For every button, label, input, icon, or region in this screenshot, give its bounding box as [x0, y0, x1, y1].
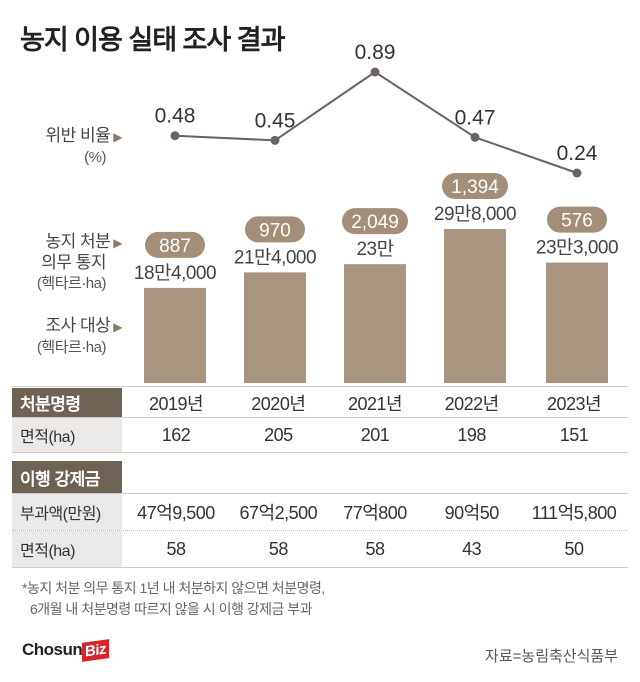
footnote-line: *농지 처분 의무 통지 1년 내 처분하지 않으면 처분명령,	[22, 580, 325, 596]
violation-point	[270, 135, 280, 145]
divider	[12, 386, 628, 387]
year-cell: 2023년	[546, 393, 602, 414]
table-cell: 58	[166, 538, 186, 559]
notice-pill-label: 576	[561, 211, 593, 232]
notice-pill	[245, 216, 305, 243]
chart: 18만4,000 887 21만4,000 970 23만 2,049 29만8,000 1,…	[134, 41, 619, 383]
table-row: 면적(ha) 58 58 58 43 50	[12, 531, 628, 567]
violation-point	[170, 131, 180, 141]
notice-pill	[145, 231, 205, 258]
violation-point	[572, 168, 582, 178]
table-cell: 58	[365, 538, 385, 559]
chosunbiz-logo: Chosun Biz	[22, 639, 110, 662]
violation-line	[174, 70, 578, 174]
divider	[12, 493, 628, 494]
violation-point	[470, 132, 480, 142]
survey-label: 조사 대상 ▶ (헥타르·ha)	[36, 316, 123, 358]
bar-label: 23만3,000	[536, 237, 618, 259]
bar-label: 18만4,000	[134, 262, 216, 284]
logo-text: Chosun	[22, 640, 83, 659]
notice-pill-label: 887	[159, 236, 191, 257]
table-cell: 90억50	[444, 503, 500, 523]
triangle-right-icon: ▶	[113, 320, 122, 334]
row-label: 부과액(만원)	[12, 494, 122, 530]
violation-label: 0.24	[557, 142, 598, 165]
violation-label-text: 위반 비율	[45, 126, 111, 145]
notice-label-text: 농지 처분	[45, 232, 111, 251]
notice-label: 농지 처분 ▶ 의무 통지 (헥타르·ha)	[36, 232, 123, 294]
triangle-right-icon: ▶	[113, 236, 122, 250]
section-header-order: 처분명령	[12, 388, 122, 417]
logo-text-biz: Biz	[82, 639, 110, 662]
table-cell: 43	[462, 538, 482, 559]
table-cell: 201	[360, 424, 390, 445]
notice-label-text-2: 의무 통지	[41, 253, 106, 272]
violation-unit: (%)	[84, 149, 106, 166]
divider	[12, 417, 628, 418]
footnote-line: 6개월 내 처분명령 따르지 않을 시 이행 강제금 부과	[30, 601, 313, 617]
table-cell: 205	[264, 424, 293, 445]
notice-pill	[342, 208, 408, 235]
table-cell: 50	[564, 538, 585, 559]
bar	[546, 262, 608, 383]
source: 자료=농림축산식품부	[485, 648, 618, 665]
bar-label: 29만8,000	[434, 203, 516, 225]
table-cell: 47억9,500	[137, 503, 215, 523]
divider	[12, 567, 628, 568]
divider	[12, 530, 628, 531]
table-row: 면적(ha) 162 205 201 198 151	[12, 418, 628, 452]
violation-label: 0.48	[155, 105, 196, 128]
triangle-right-icon: ▶	[113, 130, 122, 144]
notice-pill	[547, 206, 607, 233]
table-cell: 162	[161, 424, 191, 445]
notice-pill-label: 970	[259, 220, 291, 241]
year-cell: 2022년	[444, 393, 500, 414]
year-cell: 2021년	[347, 393, 403, 414]
table-cell: 151	[559, 424, 589, 445]
notice-pill-label: 1,394	[451, 177, 499, 198]
violation-label: 위반 비율 ▶ (%)	[45, 126, 122, 168]
bar-label: 21만4,000	[234, 246, 316, 268]
bar-label: 23만	[356, 238, 393, 260]
year-cell: 2020년	[251, 393, 306, 414]
year-cell: 2019년	[148, 393, 204, 414]
notice-unit: (헥타르·ha)	[36, 275, 107, 292]
bar	[244, 272, 306, 383]
violation-label: 0.47	[455, 106, 496, 129]
bar	[344, 264, 406, 383]
bar	[444, 229, 506, 383]
footnote: *농지 처분 의무 통지 1년 내 처분하지 않으면 처분명령, 6개월 내 처분…	[22, 578, 325, 620]
survey-label-text: 조사 대상	[45, 316, 111, 335]
notice-pill-label: 2,049	[351, 212, 399, 233]
table-cell: 67억2,500	[239, 503, 318, 523]
survey-unit: (헥타르·ha)	[36, 339, 107, 356]
section-row: 이행 강제금	[12, 461, 628, 493]
violation-point	[370, 67, 380, 77]
table-cell: 198	[457, 424, 486, 445]
row-label: 면적(ha)	[12, 531, 122, 567]
divider	[12, 452, 628, 453]
chart-title: 농지 이용 실태 조사 결과	[20, 25, 285, 55]
table-row: 부과액(만원) 47억9,500 67억2,500 77억800 90억50 1…	[12, 494, 628, 530]
table-cell: 77억800	[343, 503, 407, 523]
table-header-row: 처분명령 2019년 2020년 2021년 2022년 2023년	[12, 388, 628, 417]
violation-label: 0.89	[355, 41, 396, 64]
table-cell: 111억5,800	[531, 503, 617, 523]
row-label: 면적(ha)	[12, 418, 122, 452]
notice-pill	[442, 173, 508, 199]
violation-label: 0.45	[255, 109, 296, 132]
table-cell: 58	[268, 538, 289, 559]
bar	[144, 287, 206, 383]
section-header-fine: 이행 강제금	[12, 461, 122, 493]
